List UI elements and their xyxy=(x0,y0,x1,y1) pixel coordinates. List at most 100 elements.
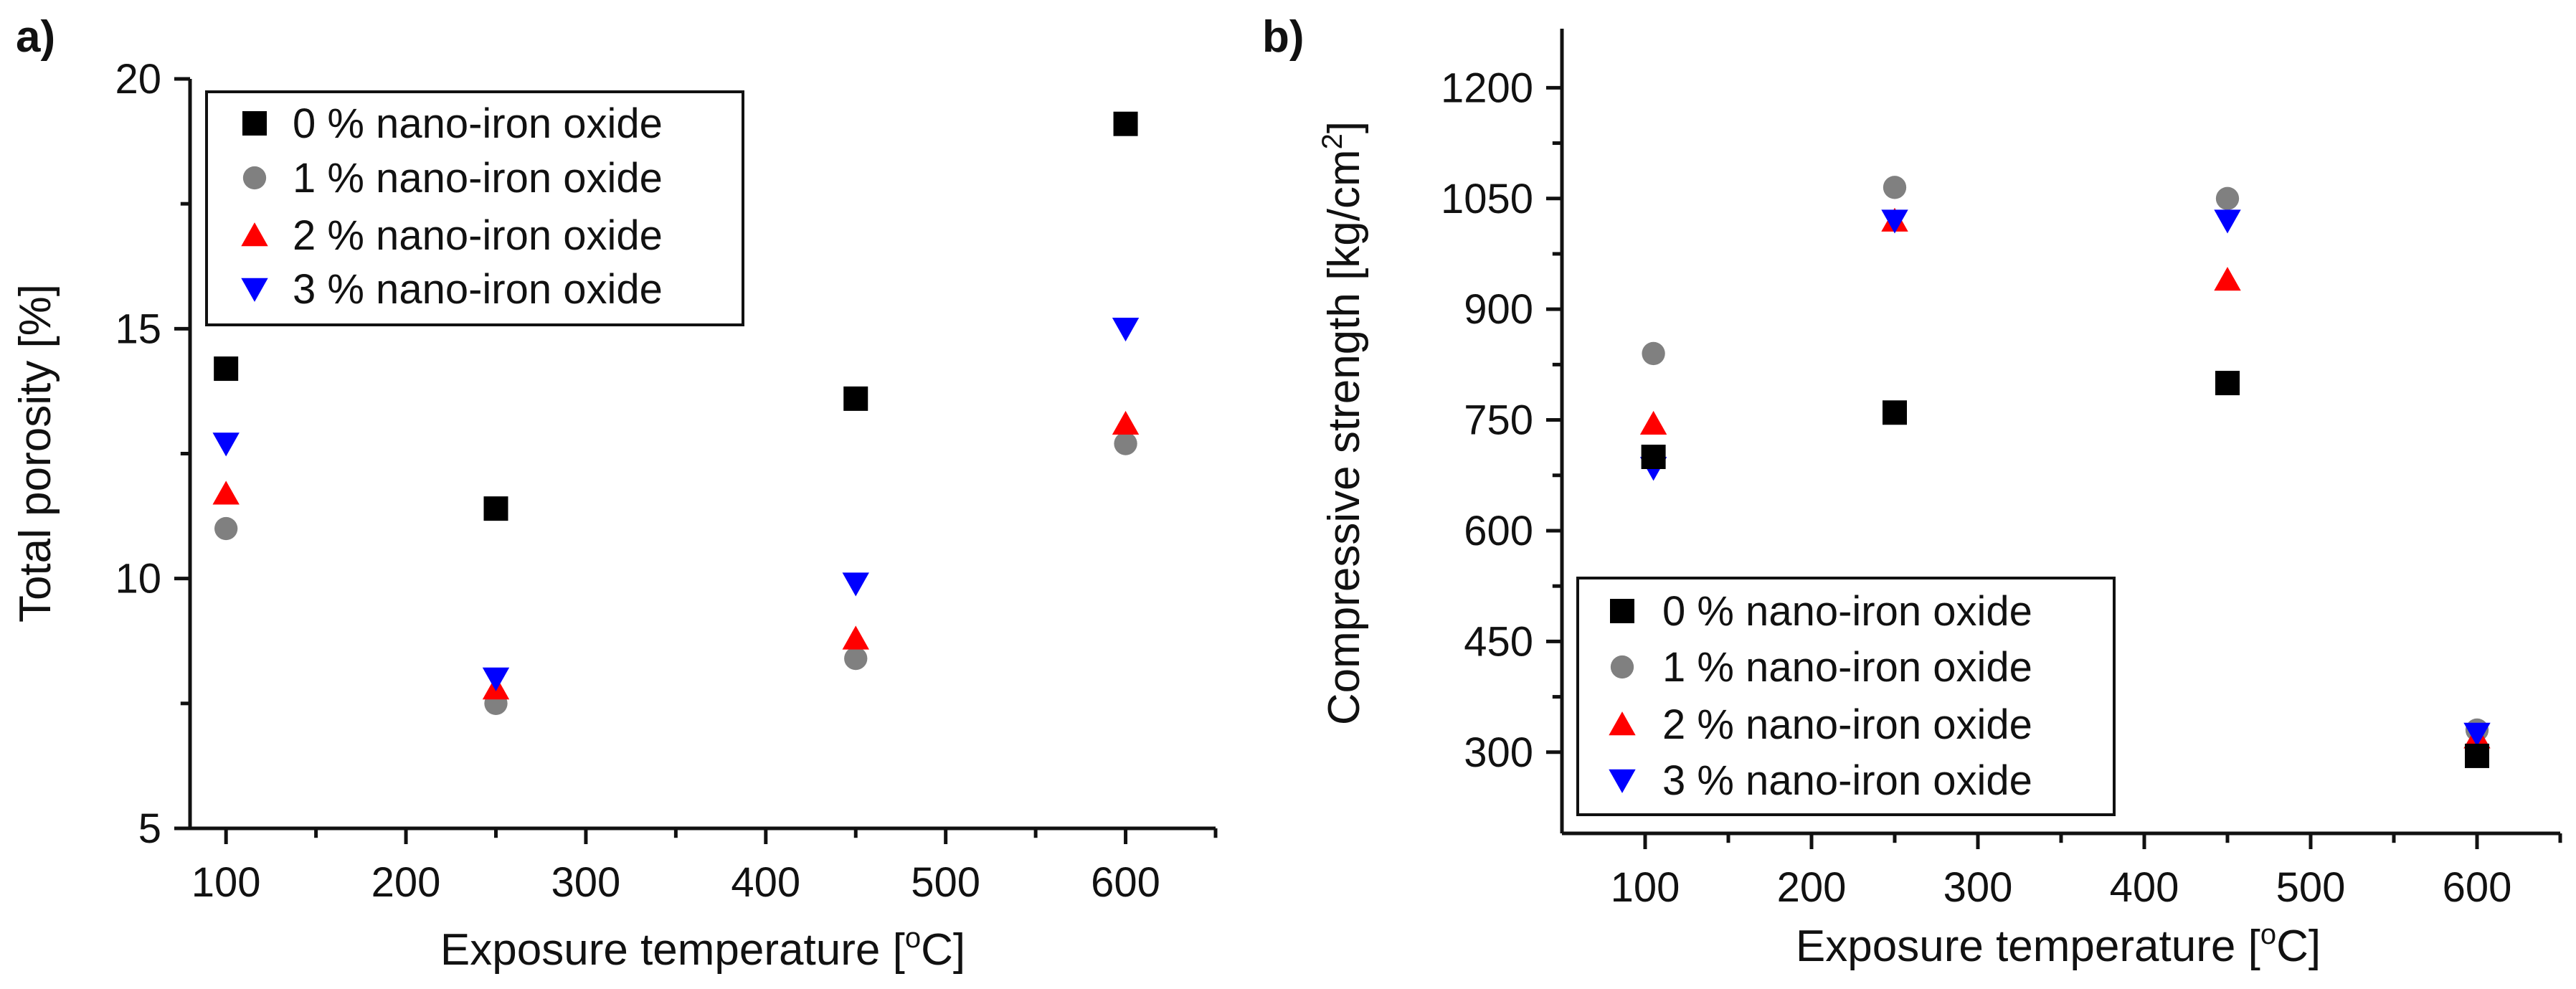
panel-b-x-title-main: Exposure temperature [ xyxy=(1796,922,2260,971)
panel-a-point-square xyxy=(843,386,868,411)
panel-a-legend-label-1: 1 % nano-iron oxide xyxy=(293,155,663,202)
panel-a-point-circle xyxy=(214,516,238,541)
panel-b-y-tick-label: 900 xyxy=(1464,286,1533,333)
panel-b-chart: b) 100 200 300 400 500 600 300 450 600 750 900 105… xyxy=(1262,12,2562,971)
panel-a-point-square xyxy=(1113,111,1138,136)
legend-marker-square-shape xyxy=(1610,599,1634,623)
panel-a-point-triangle-down xyxy=(212,432,240,457)
legend-marker-circle xyxy=(1610,655,1634,679)
panel-a-legend: 0 % nano-iron oxide 1 % nano-iron oxide … xyxy=(205,90,744,326)
panel-b-point-square xyxy=(2215,371,2240,396)
panel-a-x-tick-label: 100 xyxy=(191,859,261,906)
panel-b-y-tick-label: 750 xyxy=(1464,397,1533,444)
panel-b-x-tick-label: 300 xyxy=(1943,864,2013,911)
panel-a-point-square xyxy=(214,356,239,382)
panel-a-point-triangle-up xyxy=(212,481,240,505)
panel-a-legend-item-3: 3 % nano-iron oxide xyxy=(241,266,663,313)
panel-a-point-square xyxy=(483,496,508,521)
panel-a-x-tick-label: 300 xyxy=(551,859,621,906)
panel-b-y-tick-label: 600 xyxy=(1464,508,1533,554)
panel-a-y-tick-label: 15 xyxy=(115,306,161,352)
panel-b-point-circle xyxy=(1642,341,1665,366)
panel-b-legend-item-1: 1 % nano-iron oxide xyxy=(1610,644,2032,691)
panel-b-label: b) xyxy=(1262,12,1304,62)
panel-a-point-triangle-up xyxy=(842,625,869,650)
panel-a-point-triangle-up xyxy=(1112,410,1140,435)
panel-a-point-triangle-down xyxy=(482,667,510,691)
panel-a-legend-item-2: 2 % nano-iron oxide xyxy=(241,212,663,259)
legend-marker-circle-shape xyxy=(242,166,267,190)
panel-b-point-circle xyxy=(1883,176,1907,199)
panel-a-y-tick-label: 20 xyxy=(115,56,161,103)
panel-a-y-tick-label: 5 xyxy=(138,805,161,852)
panel-a-point-circle xyxy=(1114,432,1137,455)
legend-marker-circle-shape xyxy=(1610,655,1634,679)
panel-b-legend-item-0: 0 % nano-iron oxide xyxy=(1610,588,2032,635)
panel-a-x-axis-title: Exposure temperature [oC] xyxy=(440,922,965,975)
panel-b-x-title-end: C] xyxy=(2276,922,2321,971)
panel-b-point-square xyxy=(1883,400,1907,425)
panel-a-x-ticks: 100 200 300 400 500 600 xyxy=(191,828,1218,906)
legend-marker-square xyxy=(242,111,267,136)
panel-a-legend-item-0: 0 % nano-iron oxide xyxy=(242,100,663,147)
panel-b-legend: 0 % nano-iron oxide 1 % nano-iron oxide … xyxy=(1576,577,2116,816)
panel-a-x-tick-label: 400 xyxy=(731,859,800,906)
panel-b-y-tick-label: 1200 xyxy=(1441,65,1533,111)
panel-b-data-points xyxy=(1639,176,2491,768)
panel-b-x-tick-label: 500 xyxy=(2276,864,2346,911)
legend-marker-triangle-down xyxy=(1609,769,1636,793)
panel-b-point-triangle-down xyxy=(2463,722,2491,747)
panel-a-y-tick-label: 10 xyxy=(115,556,161,602)
panel-b-x-tick-label: 200 xyxy=(1777,864,1847,911)
panel-a-legend-item-1: 1 % nano-iron oxide xyxy=(242,155,663,202)
legend-marker-square-shape xyxy=(242,111,267,136)
panel-b-point-triangle-down xyxy=(1881,209,1908,234)
panel-a-y-ticks: 5 10 15 20 xyxy=(115,56,190,852)
panel-b-point-triangle-down xyxy=(2214,209,2241,234)
panel-a-x-tick-label: 600 xyxy=(1091,859,1160,906)
panel-a-x-tick-label: 200 xyxy=(371,859,441,906)
panel-b-point-square xyxy=(2465,743,2489,768)
panel-b-point-triangle-up xyxy=(1639,410,1667,435)
legend-marker-triangle-up-shape xyxy=(1609,711,1636,736)
legend-marker-triangle-up-shape xyxy=(241,222,268,247)
panel-b-y-axis-title: Compressive strength [kg/cm2] xyxy=(1317,121,1369,725)
panel-b-y-tick-label: 1050 xyxy=(1441,176,1533,222)
panel-b-x-ticks: 100 200 300 400 500 600 xyxy=(1611,833,2562,911)
panel-b-legend-label-1: 1 % nano-iron oxide xyxy=(1662,644,2032,691)
legend-marker-triangle-up xyxy=(1609,711,1636,736)
panel-b-y-tick-label: 450 xyxy=(1464,618,1533,665)
panel-a-chart: a) 100 200 300 400 500 600 5 10 15 20 Exposure t… xyxy=(11,12,1218,975)
panel-a-point-circle xyxy=(844,646,868,671)
panel-b-x-tick-label: 100 xyxy=(1611,864,1680,911)
panel-a-x-title-end: C] xyxy=(921,925,965,975)
legend-marker-triangle-down xyxy=(241,278,268,302)
panel-a-x-tick-label: 500 xyxy=(911,859,980,906)
panel-a-point-triangle-down xyxy=(842,572,869,597)
panel-a-legend-label-3: 3 % nano-iron oxide xyxy=(293,266,663,313)
panel-a-x-title-sup: o xyxy=(905,922,921,954)
panel-b-legend-label-0: 0 % nano-iron oxide xyxy=(1662,588,2032,635)
panel-b-legend-item-3: 3 % nano-iron oxide xyxy=(1609,757,2032,804)
panel-a-x-title-main: Exposure temperature [ xyxy=(440,925,905,975)
legend-marker-triangle-up xyxy=(241,222,268,247)
panel-b-y-title-main: Compressive strength [kg/cm xyxy=(1320,149,1369,725)
panel-a-label: a) xyxy=(16,12,55,62)
panel-b-legend-label-3: 3 % nano-iron oxide xyxy=(1662,757,2032,804)
panel-b-point-square xyxy=(1641,445,1666,470)
panel-b-legend-item-2: 2 % nano-iron oxide xyxy=(1609,701,2032,748)
panel-a-y-axis-title: Total porosity [%] xyxy=(11,284,60,623)
panel-b-y-ticks: 300 450 600 750 900 1050 1200 xyxy=(1441,65,1562,776)
panel-b-x-tick-label: 600 xyxy=(2443,864,2512,911)
panel-b-x-tick-label: 400 xyxy=(2110,864,2179,911)
panel-a-legend-label-2: 2 % nano-iron oxide xyxy=(293,212,663,259)
panel-a-legend-label-0: 0 % nano-iron oxide xyxy=(293,100,663,147)
panel-b-x-axis-title: Exposure temperature [oC] xyxy=(1796,919,2321,971)
legend-marker-triangle-down-shape xyxy=(1609,769,1636,793)
panel-b-y-tick-label: 300 xyxy=(1464,729,1533,776)
panel-b-point-triangle-up xyxy=(2214,267,2241,291)
panel-b-y-title-sup: 2 xyxy=(1317,133,1348,149)
panel-a-legend-box xyxy=(205,90,744,326)
panel-b-legend-label-2: 2 % nano-iron oxide xyxy=(1662,701,2032,748)
panel-a-point-triangle-down xyxy=(1112,318,1140,342)
